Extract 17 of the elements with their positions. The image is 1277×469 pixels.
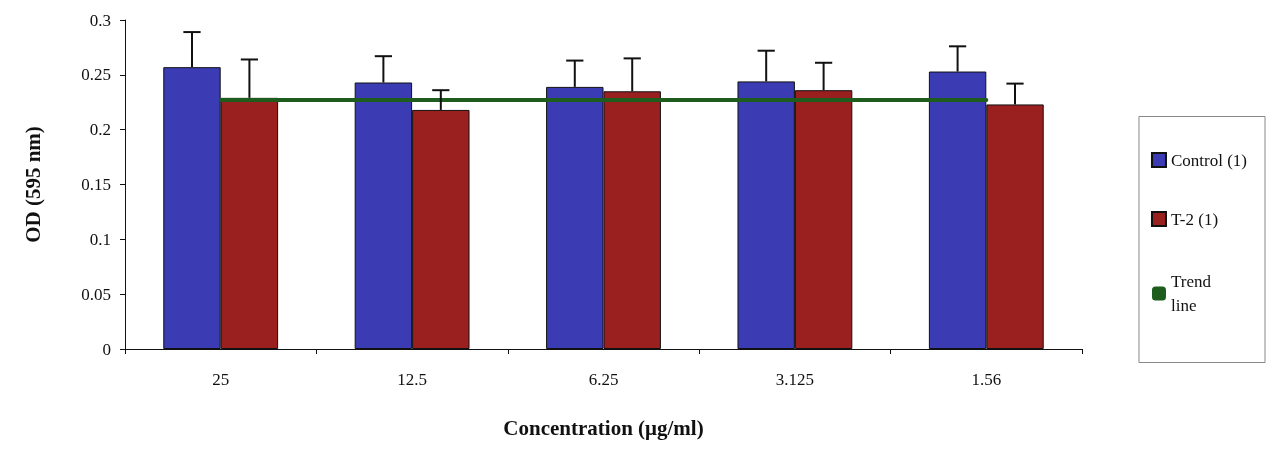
legend-label: Trend line: [1170, 272, 1216, 315]
y-axis-title: OD (595 nm): [20, 126, 45, 243]
legend-label: Control (1): [1170, 150, 1248, 170]
y-tick-label: 0.2: [89, 120, 111, 140]
x-tick-label: 3.125: [775, 370, 815, 389]
y-tick-label: 0.15: [81, 175, 111, 194]
x-tick-label: 6.25: [588, 370, 619, 389]
x-tick-label: 25: [212, 370, 230, 389]
y-tick-label: 0.05: [81, 284, 111, 304]
y-tick-label: 0.25: [81, 65, 111, 85]
y-tick-label: 0: [102, 339, 111, 359]
y-tick-label: 0.3: [89, 10, 111, 30]
x-tick-label: 12.5: [397, 370, 427, 389]
y-tick-label: 0.1: [89, 229, 111, 249]
legend-label: T-2 (1): [1170, 209, 1219, 229]
x-tick-label: 1.56: [971, 370, 1002, 389]
x-axis-title: Concentration (μg/ml): [503, 415, 704, 440]
